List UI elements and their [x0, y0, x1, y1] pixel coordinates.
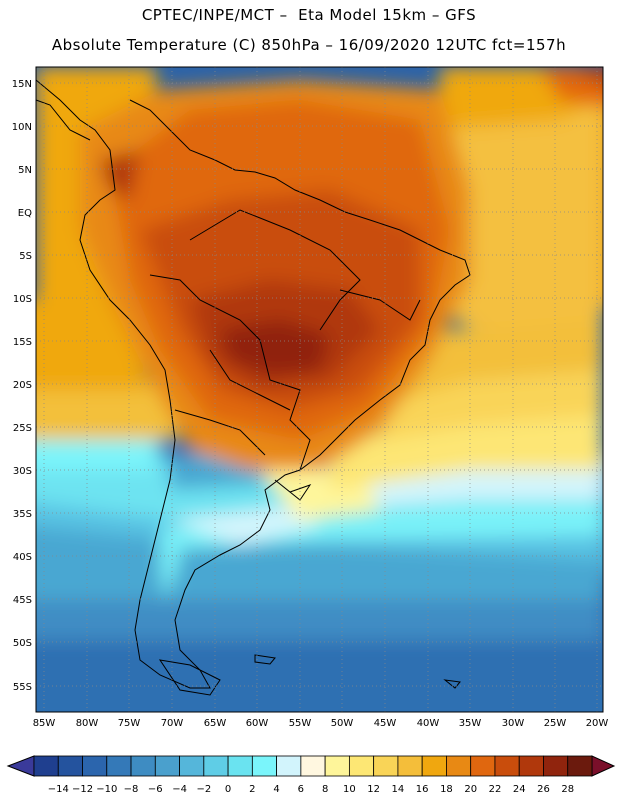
colorbar-tick-label: 8 — [322, 784, 328, 795]
lat-label: 30S — [13, 466, 32, 477]
colorbar-arrow-left — [6, 755, 35, 777]
lon-label: 85W — [33, 718, 56, 729]
lat-label: 25S — [13, 423, 32, 434]
colorbar: −14 −12 −10 −8 −6 −4 −2 0 2 4 6 8 10 12 14 16 18 20 22 24 26… — [6, 755, 616, 795]
lon-axis: 85W 80W 75W 70W 65W 60W 55W 50W 45W 40W … — [33, 718, 609, 729]
lat-label: 20S — [13, 380, 32, 391]
colorbar-tick-label: 18 — [440, 784, 453, 795]
colorbar-tick-label: 26 — [537, 784, 550, 795]
colorbar-swatch — [106, 755, 132, 777]
temperature-field — [36, 67, 603, 712]
colorbar-swatch — [324, 755, 350, 777]
lat-label: 10S — [13, 294, 32, 305]
colorbar-tick-label: 16 — [416, 784, 429, 795]
colorbar-arrow-right — [591, 755, 616, 777]
lon-label: 25W — [544, 718, 567, 729]
colorbar-swatch — [227, 755, 253, 777]
lat-label: 5N — [18, 165, 32, 176]
coastlines — [35, 79, 471, 696]
colorbar-tick-label: 2 — [249, 784, 255, 795]
lon-label: 40W — [417, 718, 440, 729]
lat-axis: 15N 10N 5N EQ 5S 10S 15S 20S 25S 30S 35S… — [12, 79, 32, 693]
lon-label: 80W — [76, 718, 99, 729]
colorbar-tick-label: 0 — [225, 784, 231, 795]
colorbar-swatch — [348, 755, 375, 777]
colorbar-swatch — [130, 755, 156, 777]
colorbar-tick-label: 4 — [273, 784, 279, 795]
colorbar-tick-label: 14 — [392, 784, 405, 795]
lat-label: 15S — [13, 337, 32, 348]
lat-label: 5S — [19, 251, 32, 262]
lat-label: 40S — [13, 552, 32, 563]
colorbar-tick-label: −14 — [48, 784, 69, 795]
colorbar-swatch — [543, 755, 569, 777]
lon-label: 45W — [374, 718, 397, 729]
title-line-1: CPTEC/INPE/MCT – Eta Model 15km – GFS — [141, 6, 477, 24]
lon-label: 35W — [459, 718, 482, 729]
title-line-2: Absolute Temperature (C) 850hPa – 16/09/… — [51, 36, 567, 54]
lon-label: 55W — [289, 718, 312, 729]
colorbar-swatch — [518, 755, 544, 777]
colorbar-tick-label: 24 — [513, 784, 526, 795]
colorbar-tick-label: 12 — [367, 784, 380, 795]
colorbar-swatch — [373, 755, 399, 777]
colorbar-swatch — [154, 755, 180, 777]
lon-label: 30W — [502, 718, 525, 729]
lon-label: 50W — [331, 718, 354, 729]
colorbar-swatch — [203, 755, 229, 777]
lat-label: 35S — [13, 509, 32, 520]
colorbar-swatch — [397, 755, 423, 777]
colorbar-tick-label: −2 — [196, 784, 211, 795]
colorbar-swatch — [494, 755, 520, 777]
colorbar-swatch — [251, 755, 278, 777]
colorbar-swatch — [57, 755, 83, 777]
colorbar-tick-label: −10 — [96, 784, 117, 795]
lat-label: 55S — [13, 682, 32, 693]
map-frame — [35, 66, 604, 713]
colorbar-tick-label: −6 — [148, 784, 163, 795]
colorbar-swatch — [33, 755, 59, 777]
colorbar-tick-label: 10 — [343, 784, 356, 795]
colorbar-swatch — [421, 755, 447, 777]
lat-label: 50S — [13, 638, 32, 649]
colorbar-tick-label: −4 — [172, 784, 187, 795]
lon-label: 20W — [586, 718, 609, 729]
lat-label: EQ — [18, 208, 32, 219]
colorbar-swatch — [300, 755, 326, 777]
lon-label: 70W — [161, 718, 184, 729]
colorbar-swatch — [567, 755, 593, 777]
lat-lon-grid — [36, 67, 603, 712]
colorbar-swatch — [446, 755, 472, 777]
lat-label: 45S — [13, 595, 32, 606]
colorbar-swatch — [276, 755, 302, 777]
lon-label: 65W — [204, 718, 227, 729]
colorbar-swatch — [82, 755, 108, 777]
colorbar-swatch — [179, 755, 205, 777]
colorbar-tick-label: −8 — [124, 784, 139, 795]
colorbar-swatch — [470, 755, 496, 777]
colorbar-tick-label: 28 — [561, 784, 574, 795]
lat-label: 10N — [12, 122, 32, 133]
lon-label: 75W — [118, 718, 141, 729]
colorbar-tick-label: 20 — [464, 784, 477, 795]
lat-label: 15N — [12, 79, 32, 90]
colorbar-tick-label: −12 — [72, 784, 93, 795]
colorbar-tick-label: 22 — [489, 784, 502, 795]
colorbar-tick-label: 6 — [298, 784, 304, 795]
lon-label: 60W — [246, 718, 269, 729]
